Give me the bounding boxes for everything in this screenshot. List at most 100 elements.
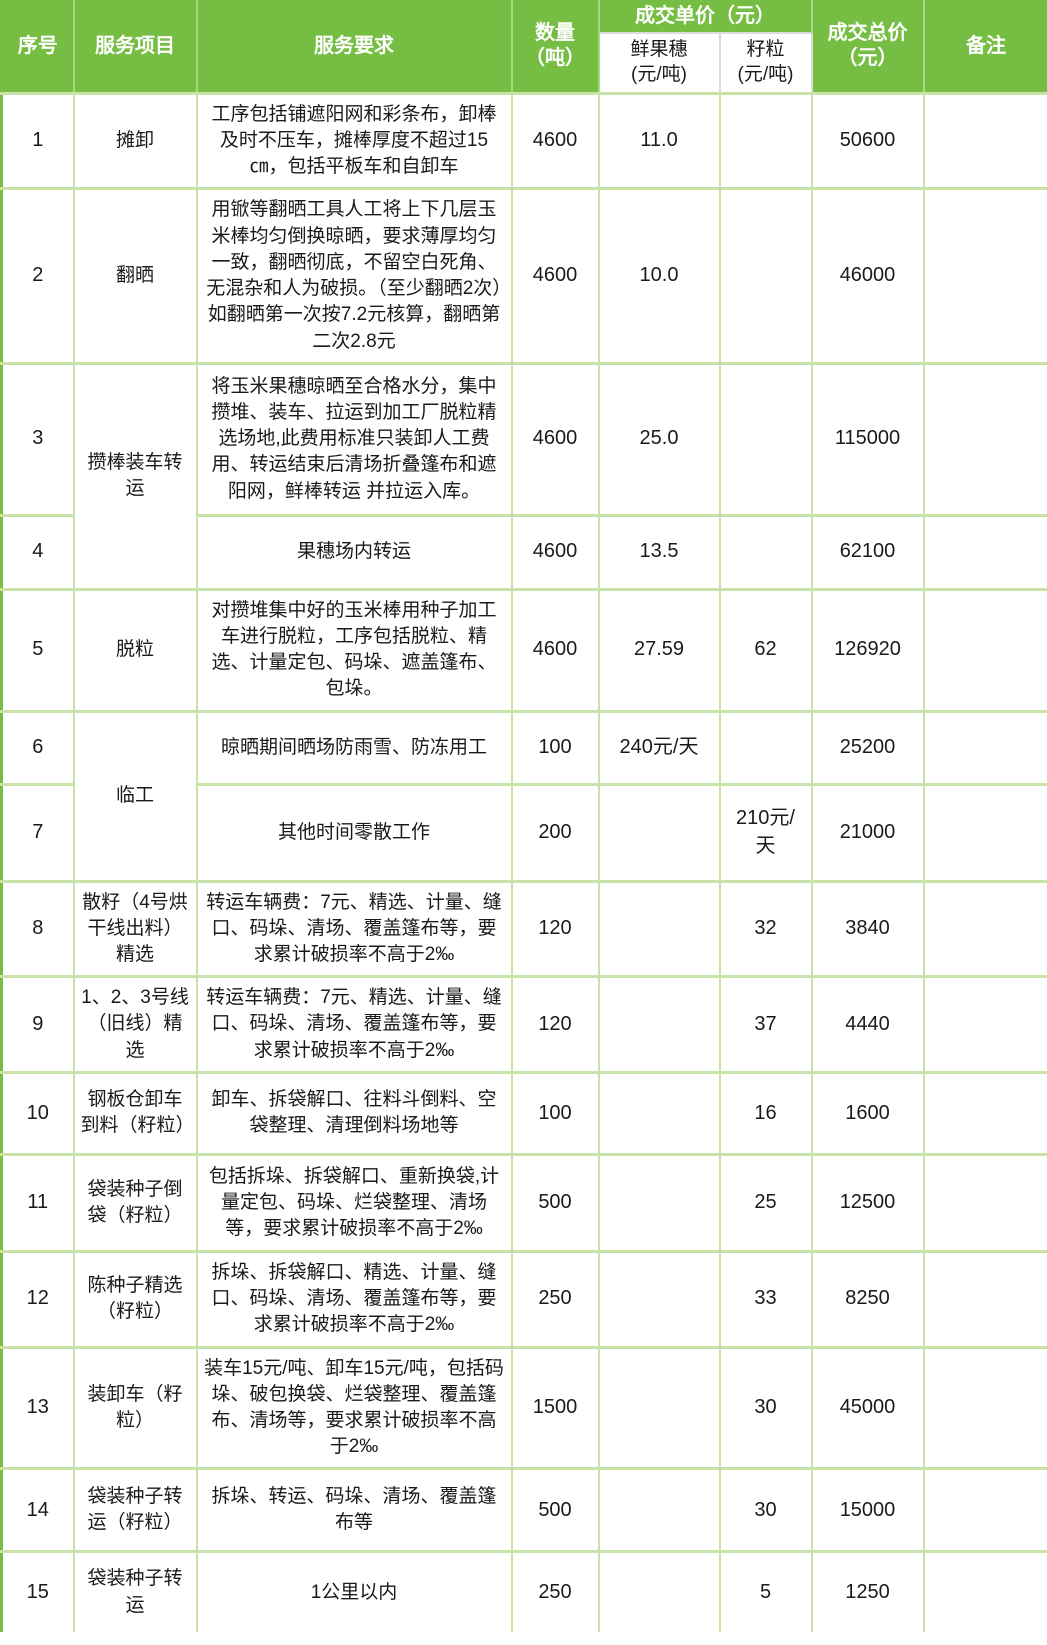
table-row: 9 1、2、3号线（旧线）精选 转运车辆费：7元、精选、计量、缝口、码垛、清场、覆盖… [1,975,1047,1073]
cell-service-item: 散籽（4号烘干线出料）精选 [73,879,198,977]
table-row: 4 果穗场内转运 4600 13.5 62100 [1,513,1047,590]
header-fresh-ear: 鲜果穗 (元/吨) [597,32,721,94]
header-kernel: 籽粒 (元/吨) [718,32,813,94]
cell-unit-price-fresh-ear [598,975,721,1073]
cell-seq: 10 [1,1070,75,1155]
cell-remark [923,187,1047,364]
cell-seq: 12 [1,1249,75,1348]
cell-service-requirement: 工序包括铺遮阳网和彩条布，卸棒及时不压车，摊棒厚度不超过15㎝，包括平板车和自卸… [196,91,513,189]
cell-service-requirement: 1公里以内 [196,1550,513,1632]
cell-quantity: 120 [511,975,600,1073]
cell-total-price: 1600 [811,1070,925,1155]
cell-seq: 8 [1,879,75,977]
cell-remark [923,587,1047,712]
cell-service-requirement: 包括拆垛、拆袋解口、重新换袋,计量定包、码垛、烂袋整理、清场等，要求累计破损率不… [196,1152,513,1252]
cell-service-requirement: 转运车辆费：7元、精选、计量、缝口、码垛、清场、覆盖篷布等，要求累计破损率不高于… [196,975,513,1073]
cell-unit-price-kernel [719,187,813,364]
cell-service-item: 袋装种子转运（籽粒） [73,1467,198,1552]
cell-service-item: 陈种子精选（籽粒） [73,1249,198,1348]
cell-remark [923,1070,1047,1155]
header-service-requirement: 服务要求 [196,0,513,94]
header-remark: 备注 [923,0,1047,94]
cell-unit-price-fresh-ear: 13.5 [598,513,721,590]
cell-unit-price-fresh-ear: 25.0 [598,361,721,516]
cell-total-price: 1250 [811,1550,925,1632]
table-row: 10 钢板仓卸车到料（籽粒） 卸车、拆袋解口、往料斗倒料、空袋整理、清理倒料场地等 1… [1,1070,1047,1155]
cell-remark [923,782,1047,882]
header-service-item: 服务项目 [73,0,198,94]
header-unit-price-group: 成交单价（元） [598,0,813,34]
cell-remark [923,361,1047,516]
cell-service-item: 钢板仓卸车到料（籽粒） [73,1070,198,1155]
header-quantity-line1: 数量 [535,22,575,45]
table-row: 6 临工 晾晒期间晒场防雨雪、防冻用工 100 240元/天 25200 [1,709,1047,882]
cell-unit-price-kernel [719,361,813,516]
cell-quantity: 4600 [511,187,600,364]
cell-total-price: 12500 [811,1152,925,1252]
cell-quantity: 1500 [511,1345,600,1469]
cell-remark [923,709,1047,785]
cell-unit-price-kernel: 16 [719,1070,813,1155]
cell-unit-price-fresh-ear: 240元/天 [598,709,721,785]
cell-unit-price-kernel: 37 [719,975,813,1073]
table-row: 3 攒棒装车转运 将玉米果穗晾晒至合格水分，集中攒堆、装车、拉运到加工厂脱粒精选场地… [1,361,1047,590]
cell-service-requirement: 将玉米果穗晾晒至合格水分，集中攒堆、装车、拉运到加工厂脱粒精选场地,此费用标准只… [196,361,513,516]
cell-seq: 2 [1,187,75,364]
cell-service-item: 摊卸 [73,91,198,189]
header-fresh-ear-line2: (元/吨) [631,64,687,86]
cell-service-requirement: 拆垛、转运、码垛、清场、覆盖篷布等 [196,1467,513,1552]
cell-unit-price-fresh-ear [598,1152,721,1252]
cell-unit-price-kernel: 25 [719,1152,813,1252]
cell-total-price: 115000 [811,361,925,516]
cell-unit-price-kernel: 30 [719,1467,813,1552]
cell-total-price: 3840 [811,879,925,977]
cell-service-requirement: 用锨等翻晒工具人工将上下几层玉米棒均匀倒换晾晒，要求薄厚均匀一致，翻晒彻底，不留… [196,187,513,364]
cell-unit-price-fresh-ear [598,1550,721,1632]
cell-quantity: 200 [511,782,600,882]
cell-unit-price-fresh-ear [598,782,721,882]
cell-service-item: 脱粒 [73,587,198,712]
cell-unit-price-fresh-ear: 11.0 [598,91,721,189]
cell-service-requirement: 果穗场内转运 [196,513,513,590]
cell-unit-price-kernel [719,513,813,590]
table-row: 13 装卸车（籽粒） 装车15元/吨、卸车15元/吨，包括码垛、破包换袋、烂袋整理、… [1,1345,1047,1469]
table-row: 2 翻晒 用锨等翻晒工具人工将上下几层玉米棒均匀倒换晾晒，要求薄厚均匀一致，翻晒彻底… [1,187,1047,364]
cell-total-price: 21000 [811,782,925,882]
cell-total-price: 50600 [811,91,925,189]
table-body: 1 摊卸 工序包括铺遮阳网和彩条布，卸棒及时不压车，摊棒厚度不超过15㎝，包括平板车… [1,91,1047,1632]
cell-remark [923,91,1047,189]
cell-seq: 7 [1,782,75,882]
cell-seq: 15 [1,1550,75,1632]
table-header: 序号 服务项目 服务要求 数量 （吨） 成交单价（元） 成交总价 （元） 备注 … [1,0,1047,94]
cell-remark [923,1467,1047,1552]
table-row: 1 摊卸 工序包括铺遮阳网和彩条布，卸棒及时不压车，摊棒厚度不超过15㎝，包括平板车… [1,91,1047,189]
cell-total-price: 15000 [811,1467,925,1552]
header-kernel-line1: 籽粒 [746,39,785,61]
cell-service-requirement: 拆垛、拆袋解口、精选、计量、缝口、码垛、清场、覆盖篷布等，要求累计破损率不高于2… [196,1249,513,1348]
cell-quantity: 120 [511,879,600,977]
cell-remark [923,879,1047,977]
cell-service-item: 1、2、3号线（旧线）精选 [73,975,198,1073]
cell-total-price: 126920 [811,587,925,712]
cell-quantity: 100 [511,709,600,785]
cell-unit-price-kernel: 5 [719,1550,813,1632]
header-kernel-line2: (元/吨) [737,64,794,86]
cell-total-price: 45000 [811,1345,925,1469]
cell-unit-price-kernel [719,91,813,189]
cell-service-requirement: 对攒堆集中好的玉米棒用种子加工车进行脱粒，工序包括脱粒、精选、计量定包、码垛、遮… [196,587,513,712]
cell-remark [923,1249,1047,1348]
cell-unit-price-kernel: 30 [719,1345,813,1469]
cell-service-item: 装卸车（籽粒） [73,1345,198,1469]
cell-quantity: 500 [511,1152,600,1252]
cell-unit-price-fresh-ear [598,1345,721,1469]
cell-quantity: 4600 [511,91,600,189]
cell-service-requirement: 其他时间零散工作 [196,782,513,882]
cell-quantity: 4600 [511,361,600,516]
cell-remark [923,1550,1047,1632]
cell-seq: 11 [1,1152,75,1252]
table-row: 5 脱粒 对攒堆集中好的玉米棒用种子加工车进行脱粒，工序包括脱粒、精选、计量定包、码… [1,587,1047,712]
cell-total-price: 62100 [811,513,925,590]
cell-service-item: 袋装种子转运 [73,1550,198,1632]
